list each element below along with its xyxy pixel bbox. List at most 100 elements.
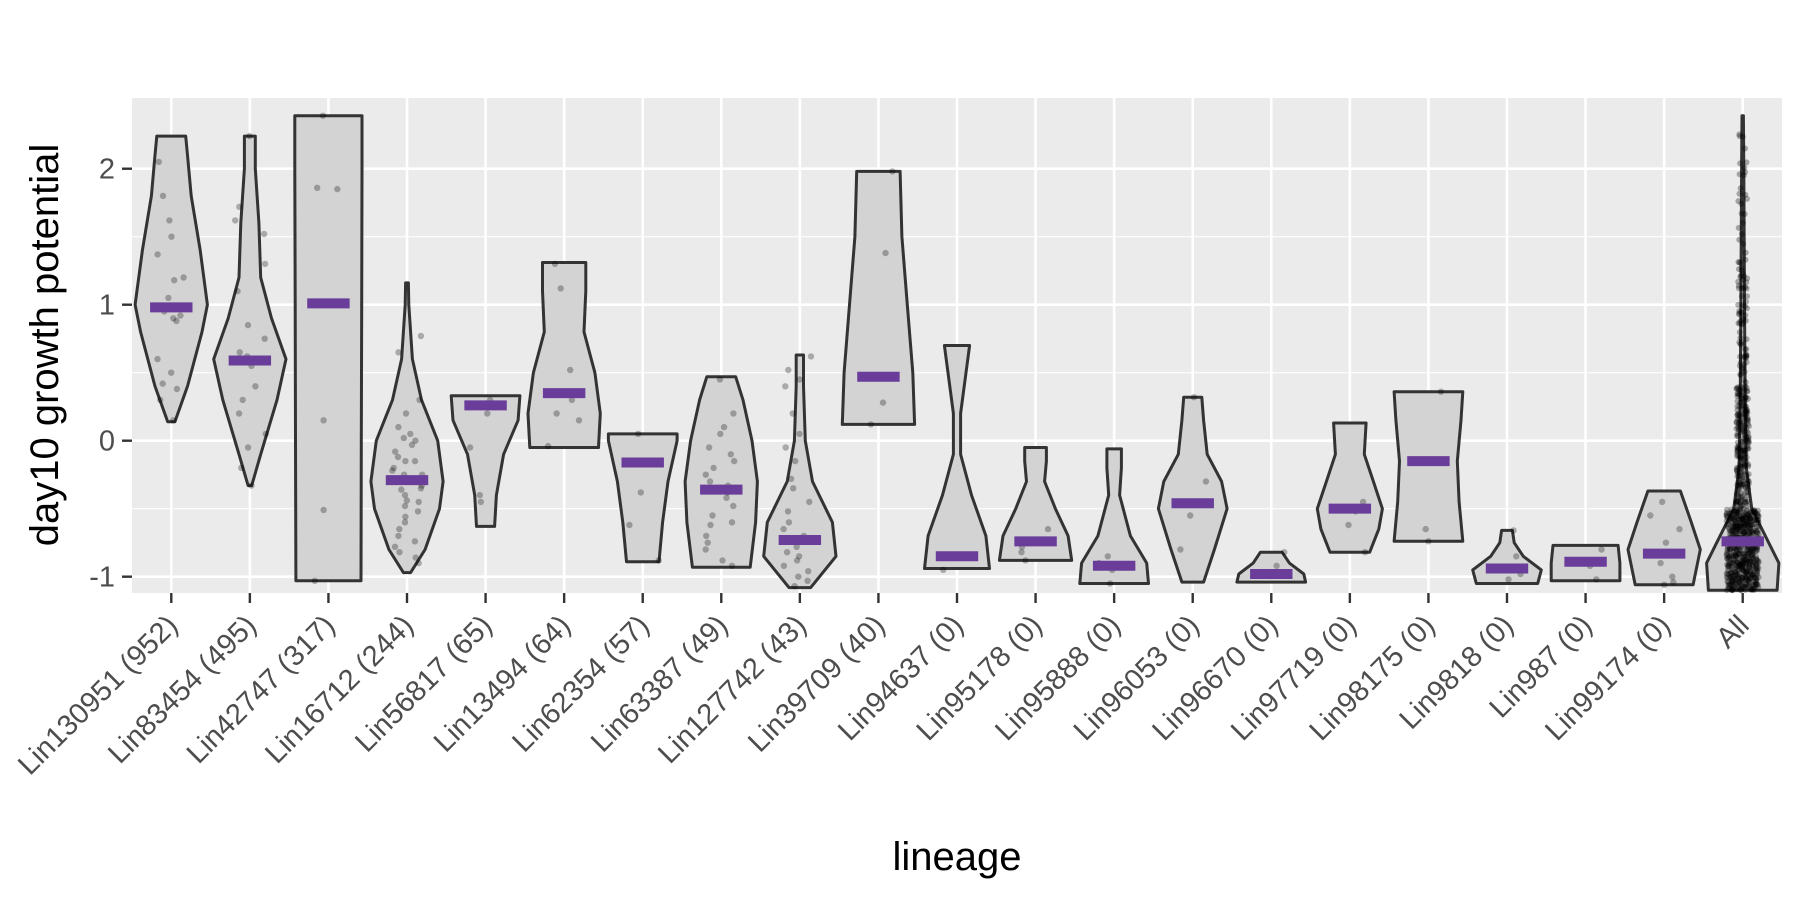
- jitter-point: [637, 489, 644, 496]
- jitter-point: [1740, 450, 1747, 457]
- jitter-point: [1735, 198, 1742, 205]
- jitter-point: [1743, 336, 1750, 343]
- jitter-point: [1744, 546, 1751, 553]
- jitter-point: [1726, 555, 1733, 562]
- jitter-point: [1750, 585, 1757, 592]
- jitter-point: [707, 521, 714, 529]
- jitter-point: [396, 549, 403, 556]
- jitter-point: [1725, 525, 1732, 531]
- jitter-point: [1740, 385, 1747, 391]
- jitter-point: [1744, 275, 1751, 282]
- jitter-point: [1745, 514, 1752, 521]
- jitter-point: [1735, 464, 1742, 471]
- jitter-point: [1729, 578, 1736, 585]
- jitter-point: [1733, 466, 1740, 473]
- jitter-point: [1733, 547, 1740, 554]
- jitter-point: [1728, 563, 1735, 570]
- jitter-point: [1733, 491, 1740, 498]
- jitter-point: [1730, 568, 1737, 575]
- jitter-point: [1724, 549, 1731, 556]
- jitter-point: [1746, 547, 1753, 554]
- jitter-point: [417, 485, 425, 492]
- jitter-point: [1735, 425, 1742, 432]
- jitter-point: [1742, 574, 1749, 581]
- jitter-point: [1734, 416, 1741, 423]
- jitter-point: [412, 554, 419, 561]
- jitter-point: [1734, 586, 1741, 593]
- jitter-point: [1732, 571, 1739, 578]
- jitter-point: [1752, 509, 1759, 516]
- jitter-point: [1743, 568, 1750, 575]
- jitter-point: [1735, 479, 1742, 486]
- jitter-point: [1743, 472, 1750, 479]
- jitter-point: [1741, 481, 1748, 488]
- jitter-point: [407, 430, 414, 438]
- jitter-point: [1753, 575, 1760, 582]
- jitter-point: [1744, 559, 1750, 566]
- jitter-point: [1742, 397, 1749, 404]
- jitter-point: [1751, 508, 1758, 515]
- jitter-point: [1730, 575, 1737, 582]
- violin-13: [1078, 447, 1150, 585]
- jitter-point: [1729, 563, 1736, 570]
- x-tick-label: Lin13494 (64): [428, 609, 577, 758]
- jitter-point: [414, 508, 422, 515]
- jitter-point: [1738, 372, 1744, 379]
- jitter-point: [1745, 485, 1752, 492]
- jitter-point: [551, 260, 559, 268]
- jitter-point: [1739, 320, 1746, 327]
- jitter-point: [1754, 565, 1760, 572]
- jitter-point: [1187, 512, 1194, 519]
- jitter-point: [1725, 585, 1732, 591]
- jitter-point: [1738, 560, 1745, 567]
- jitter-point: [1723, 574, 1730, 581]
- jitter-point: [1738, 455, 1745, 462]
- jitter-point: [1735, 494, 1742, 501]
- jitter-point: [1726, 585, 1732, 592]
- jitter-point: [1022, 557, 1029, 564]
- jitter-point: [1737, 460, 1744, 467]
- jitter-point: [1753, 563, 1759, 570]
- jitter-point: [1749, 522, 1756, 529]
- jitter-point: [1726, 527, 1733, 534]
- y-tick-label: -1: [89, 562, 115, 594]
- jitter-point: [166, 217, 173, 224]
- jitter-point: [1739, 420, 1746, 427]
- jitter-point: [1739, 438, 1746, 445]
- jitter-point: [1750, 530, 1756, 537]
- jitter-point: [1734, 583, 1741, 590]
- jitter-point: [1751, 507, 1758, 514]
- jitter-point: [1744, 554, 1751, 561]
- jitter-point: [398, 486, 405, 493]
- jitter-point: [173, 385, 181, 393]
- jitter-point: [1505, 576, 1512, 583]
- jitter-point: [1737, 480, 1744, 487]
- jitter-point: [1742, 522, 1749, 529]
- jitter-point: [1743, 406, 1750, 413]
- jitter-point: [402, 513, 409, 520]
- jitter-point: [319, 112, 327, 119]
- jitter-point: [1726, 518, 1733, 525]
- jitter-point: [789, 410, 796, 417]
- jitter-point: [1728, 514, 1735, 521]
- jitter-point: [1742, 577, 1749, 584]
- jitter-point: [710, 464, 717, 472]
- jitter-point: [1739, 494, 1746, 501]
- jitter-point: [1737, 273, 1744, 280]
- jitter-point: [154, 355, 161, 363]
- jitter-point: [395, 532, 402, 540]
- jitter-point: [1733, 519, 1740, 526]
- jitter-point: [1724, 571, 1731, 578]
- jitter-point: [1723, 517, 1730, 524]
- jitter-point: [1729, 560, 1736, 567]
- jitter-point: [1753, 548, 1760, 555]
- jitter-point: [806, 498, 813, 506]
- jitter-point: [783, 549, 791, 556]
- medians-layer: [150, 298, 1764, 579]
- jitter-point: [1745, 421, 1751, 427]
- jitter-point: [1733, 510, 1740, 517]
- jitter-point: [1731, 508, 1738, 515]
- violin-12: [997, 446, 1074, 562]
- jitter-point: [626, 521, 633, 529]
- jitter-point: [401, 519, 409, 526]
